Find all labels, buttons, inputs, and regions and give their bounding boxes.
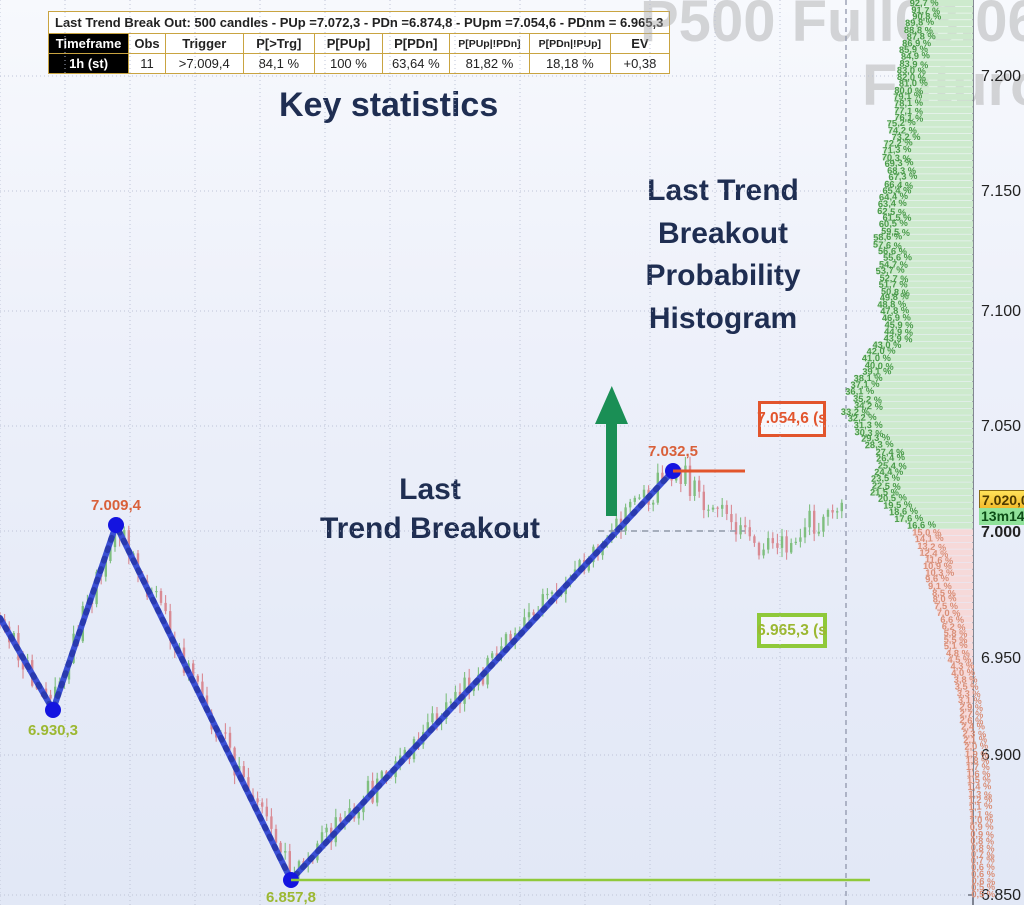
svg-text:7.050: 7.050 — [981, 418, 1021, 435]
svg-text:7.000: 7.000 — [981, 524, 1021, 541]
svg-text:6.930,3: 6.930,3 — [28, 722, 78, 739]
svg-text:7.150: 7.150 — [981, 183, 1021, 200]
svg-text:0,5 %: 0,5 % — [971, 889, 996, 899]
svg-text:7.032,5: 7.032,5 — [648, 443, 698, 460]
svg-text:7.009,4: 7.009,4 — [91, 497, 142, 514]
svg-text:6.857,8: 6.857,8 — [266, 889, 316, 905]
svg-text:7.200: 7.200 — [981, 68, 1021, 85]
svg-text:6.950: 6.950 — [981, 650, 1021, 667]
svg-text:7.100: 7.100 — [981, 303, 1021, 320]
